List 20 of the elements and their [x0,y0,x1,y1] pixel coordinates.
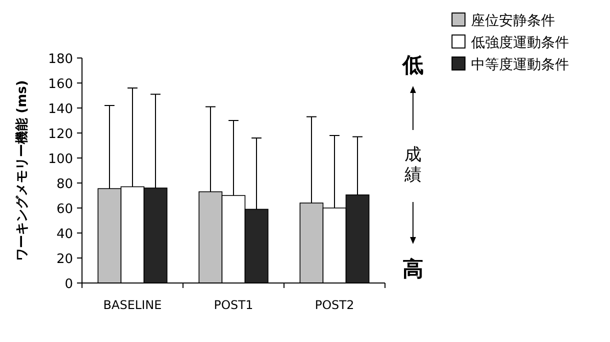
text: 成績 [404,145,422,185]
y-tick-label: 80 [56,177,73,192]
x-tick-label: POST1 [214,298,254,312]
y-tick-label: 140 [48,102,73,117]
y-tick-label: 0 [64,277,73,292]
legend-label: 座位安静条件 [471,13,555,29]
legend-label: 低強度運動条件 [471,35,569,51]
y-tick-label: 20 [56,252,73,267]
y-axis-title: ワーキングメモリー機能 (ms) [14,80,30,261]
legend-label: 中等度運動条件 [471,57,569,73]
text: 高 [402,257,424,281]
x-tick-label: BASELINE [103,298,162,312]
y-tick-label: 100 [48,152,73,167]
y-tick-label: 160 [48,77,73,92]
y-tick-label: 40 [56,227,73,242]
y-tick-label: 60 [56,202,73,217]
y-tick-label: 180 [48,52,73,67]
x-tick-label: POST2 [314,298,354,312]
text: 低 [402,53,424,77]
y-tick-label: 120 [48,127,73,142]
